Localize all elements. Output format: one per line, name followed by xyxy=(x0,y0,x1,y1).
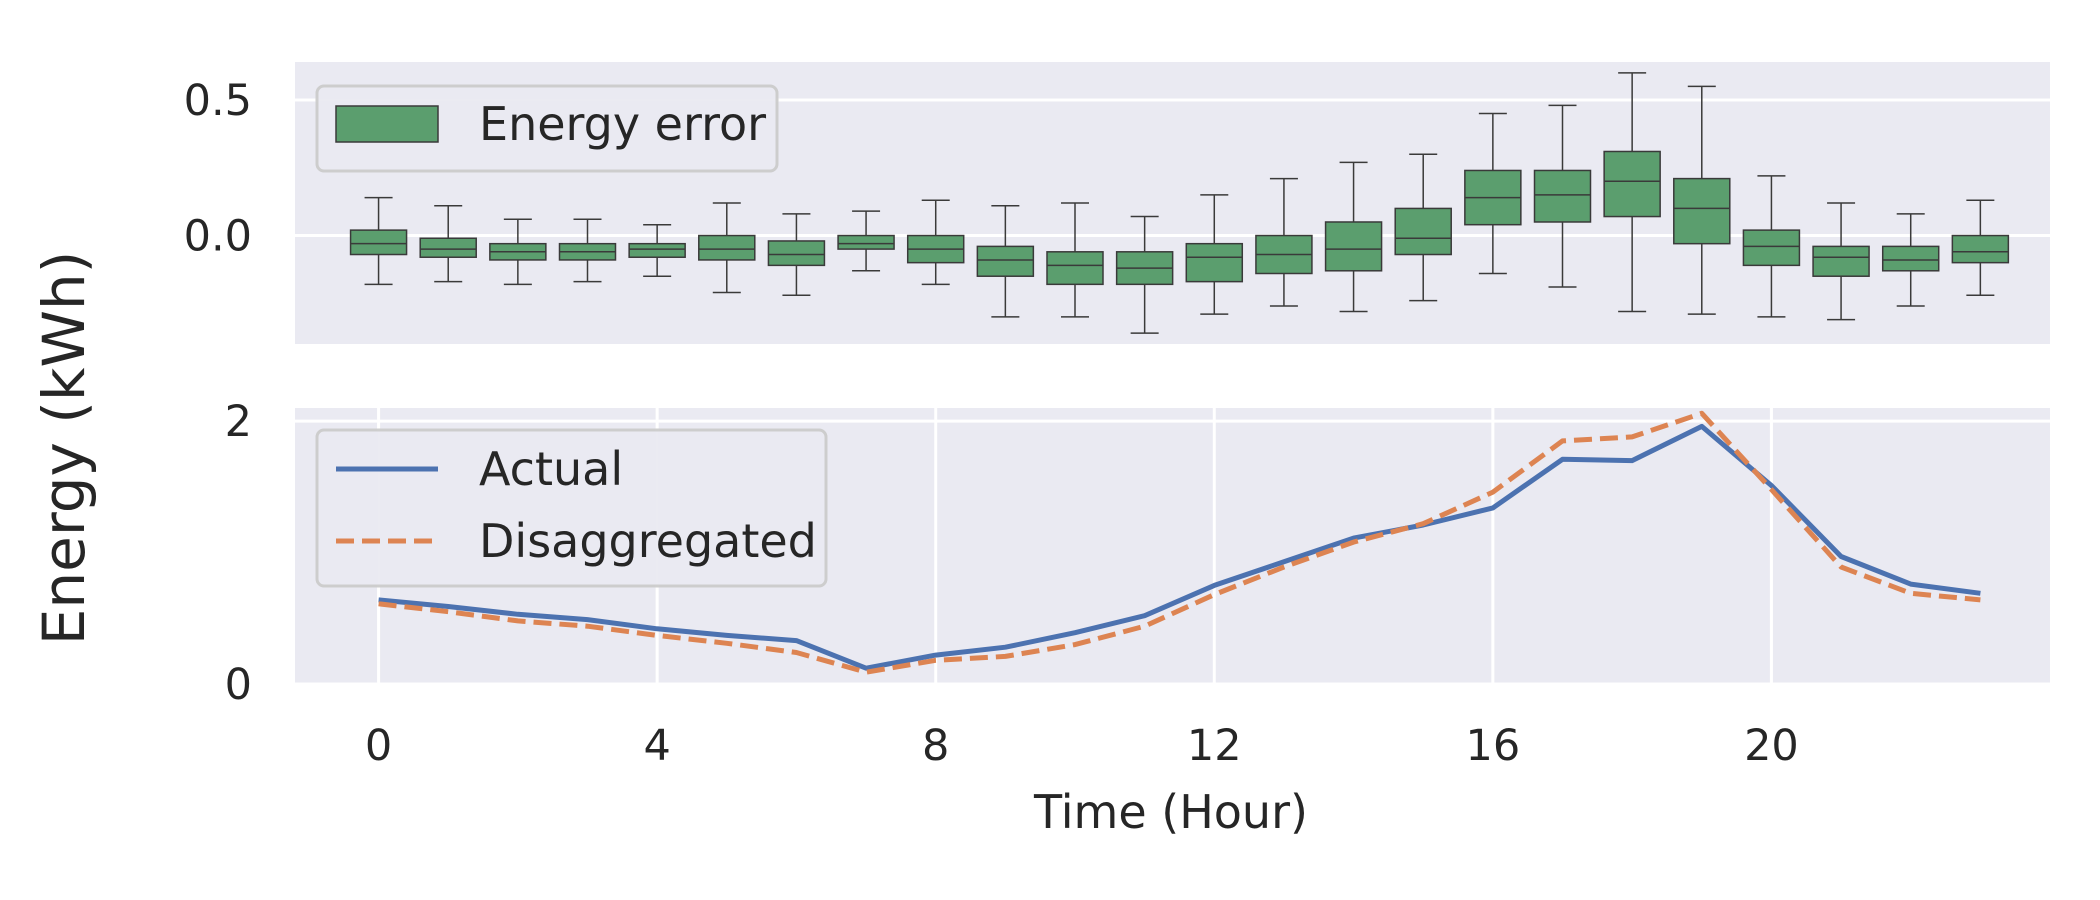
error-box-iqr xyxy=(349,229,408,256)
disaggregated-series-line xyxy=(378,410,1981,675)
error-box-iqr xyxy=(976,245,1035,277)
error-box-iqr xyxy=(767,240,826,267)
energy-legend: Actual Disaggregated xyxy=(315,428,828,588)
error-panel-yticks: 0.5 0.0 xyxy=(184,76,252,262)
error-box-hour-0 xyxy=(349,196,408,286)
error-box-hour-11 xyxy=(1115,215,1174,334)
energy-xtick-label: 16 xyxy=(1465,721,1520,771)
error-box-iqr xyxy=(1533,169,1592,223)
error-box-hour-2 xyxy=(489,218,547,286)
error-box-iqr xyxy=(1324,221,1383,272)
error-box-iqr xyxy=(1046,251,1104,286)
error-box-hour-8 xyxy=(906,199,965,286)
actual-series-line xyxy=(378,423,1981,671)
error-boxplot-panel: 0.5 0.0 Energy error xyxy=(184,62,2050,344)
error-box-iqr xyxy=(1185,242,1244,283)
error-box-iqr xyxy=(1812,245,1870,277)
error-box-hour-13 xyxy=(1255,177,1313,307)
error-box-iqr xyxy=(698,234,756,261)
energy-xtick-label: 12 xyxy=(1187,721,1242,771)
error-box-iqr xyxy=(1742,229,1801,267)
energy-ytick-label: 2 xyxy=(225,397,252,447)
energy-line-panel: 20 0 4 8 12 16 20 Actual Disaggregated xyxy=(225,397,2050,771)
energy-panel-yticks: 20 xyxy=(225,397,252,710)
error-box-iqr xyxy=(628,242,686,258)
error-box-hour-14 xyxy=(1324,161,1383,313)
error-box-hour-7 xyxy=(837,210,895,272)
error-box-iqr xyxy=(419,237,477,258)
error-box-hour-9 xyxy=(976,204,1035,318)
error-legend-swatch xyxy=(335,105,439,143)
error-box-hour-5 xyxy=(698,202,756,294)
error-ytick-label: 0.5 xyxy=(184,76,252,126)
energy-xtick-label: 4 xyxy=(643,721,670,771)
x-axis-label: Time (Hour) xyxy=(1033,785,1308,839)
error-box-hour-20 xyxy=(1742,175,1801,318)
error-box-hour-22 xyxy=(1881,213,1940,307)
error-ytick-label: 0.0 xyxy=(184,212,252,262)
actual-legend-label: Actual xyxy=(479,442,623,496)
error-box-hour-17 xyxy=(1533,104,1592,288)
energy-xtick-label: 0 xyxy=(365,721,392,771)
error-box-iqr xyxy=(837,234,895,250)
energy-ytick-label: 0 xyxy=(225,660,252,710)
error-box-hour-18 xyxy=(1603,72,1661,313)
energy-xtick-label: 20 xyxy=(1744,721,1799,771)
energy-panel-xticks: 0 4 8 12 16 20 xyxy=(365,721,1799,771)
error-box-iqr xyxy=(1603,150,1661,218)
error-box-hour-12 xyxy=(1185,194,1244,315)
error-box-hour-4 xyxy=(628,223,686,277)
error-box-iqr xyxy=(1951,234,2010,264)
error-legend-label: Energy error xyxy=(479,97,766,151)
error-boxes xyxy=(349,72,2010,334)
energy-series-lines xyxy=(378,410,1981,675)
energy-legend-frame xyxy=(315,428,828,588)
error-box-iqr xyxy=(1673,177,1731,245)
error-box-hour-1 xyxy=(419,204,477,283)
error-box-hour-16 xyxy=(1464,112,1522,275)
error-box-iqr xyxy=(1881,245,1940,272)
error-box-hour-21 xyxy=(1812,202,1870,321)
error-box-hour-19 xyxy=(1673,85,1731,315)
error-box-hour-15 xyxy=(1394,153,1452,302)
energy-xtick-label: 8 xyxy=(922,721,949,771)
energy-panel-gridlines xyxy=(295,408,2050,686)
error-box-hour-6 xyxy=(767,213,826,296)
error-legend: Energy error xyxy=(315,84,779,173)
error-box-hour-10 xyxy=(1046,202,1104,318)
disaggregated-legend-label: Disaggregated xyxy=(479,514,817,568)
error-box-hour-3 xyxy=(558,218,617,283)
error-box-iqr xyxy=(1394,207,1452,256)
error-box-hour-23 xyxy=(1951,199,2010,296)
y-axis-label: Energy (kWh) xyxy=(30,251,98,645)
